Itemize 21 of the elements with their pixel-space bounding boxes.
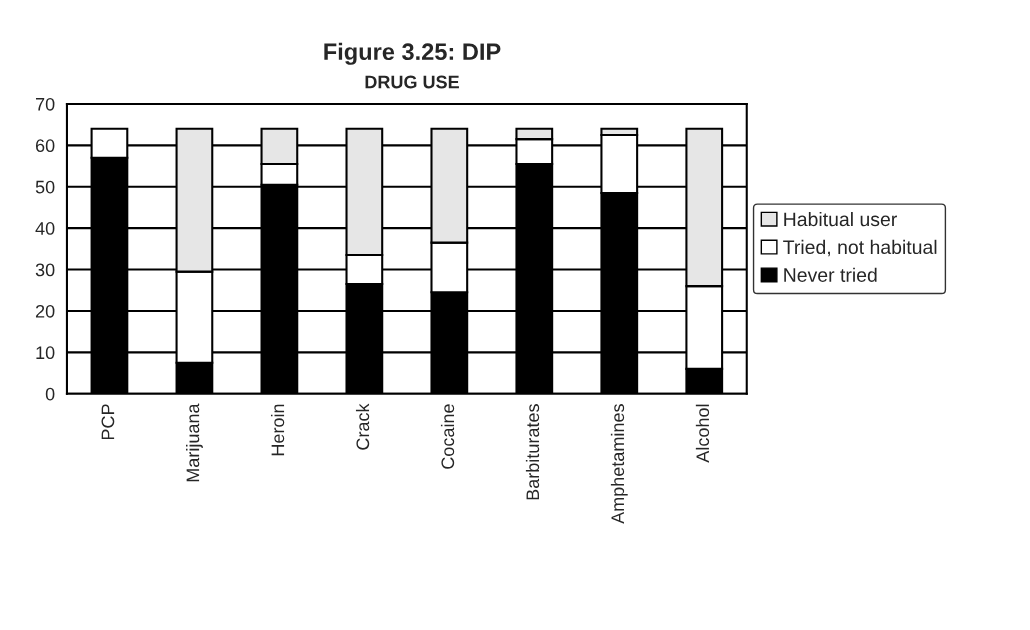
y-tick-label: 0 [45,387,55,401]
x-tick-label: Cocaine [440,404,455,469]
y-tick-label: 10 [36,346,55,360]
y-tick-label: 70 [35,97,55,111]
x-tick-label: Amphetamines [610,404,628,524]
x-tick-label: PCP [101,404,115,440]
chart-title: Figure 3.25: DIP [324,42,501,65]
y-tick-label: 50 [35,180,55,194]
legend-label: Tried, not habitual [783,239,937,257]
x-tick-label: Heroin [270,404,285,456]
x-tick-label: Barbiturates [525,404,540,500]
y-tick-label: 20 [35,304,55,318]
y-tick-label: 30 [35,263,55,277]
chart-subtitle: DRUG USE [365,75,459,89]
x-tick-label: Alcohol [695,404,710,463]
y-tick-label: 60 [35,139,55,153]
x-tick-label: Marijuana [186,403,203,482]
y-tick-label: 40 [35,222,55,235]
legend-label: Never tried [784,267,877,282]
legend-label: Habitual user [784,211,897,227]
x-tick-label: Crack [355,403,370,450]
